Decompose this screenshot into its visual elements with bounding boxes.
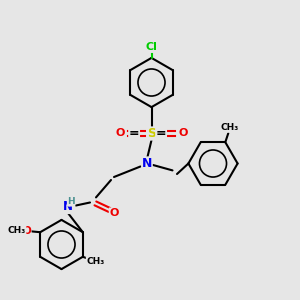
Text: CH₃: CH₃ [8,226,26,235]
Text: CH₃: CH₃ [221,123,239,132]
Text: CH₃: CH₃ [86,257,104,266]
Text: O: O [22,226,31,236]
Text: O: O [178,128,188,139]
Text: N: N [142,157,152,170]
Text: Cl: Cl [146,42,158,52]
Text: =: = [156,127,167,140]
Text: O: O [115,128,125,139]
Text: S: S [147,127,156,140]
Text: O: O [109,208,119,218]
Text: N: N [62,200,73,214]
Text: =: = [129,127,140,140]
Text: H: H [67,197,75,206]
